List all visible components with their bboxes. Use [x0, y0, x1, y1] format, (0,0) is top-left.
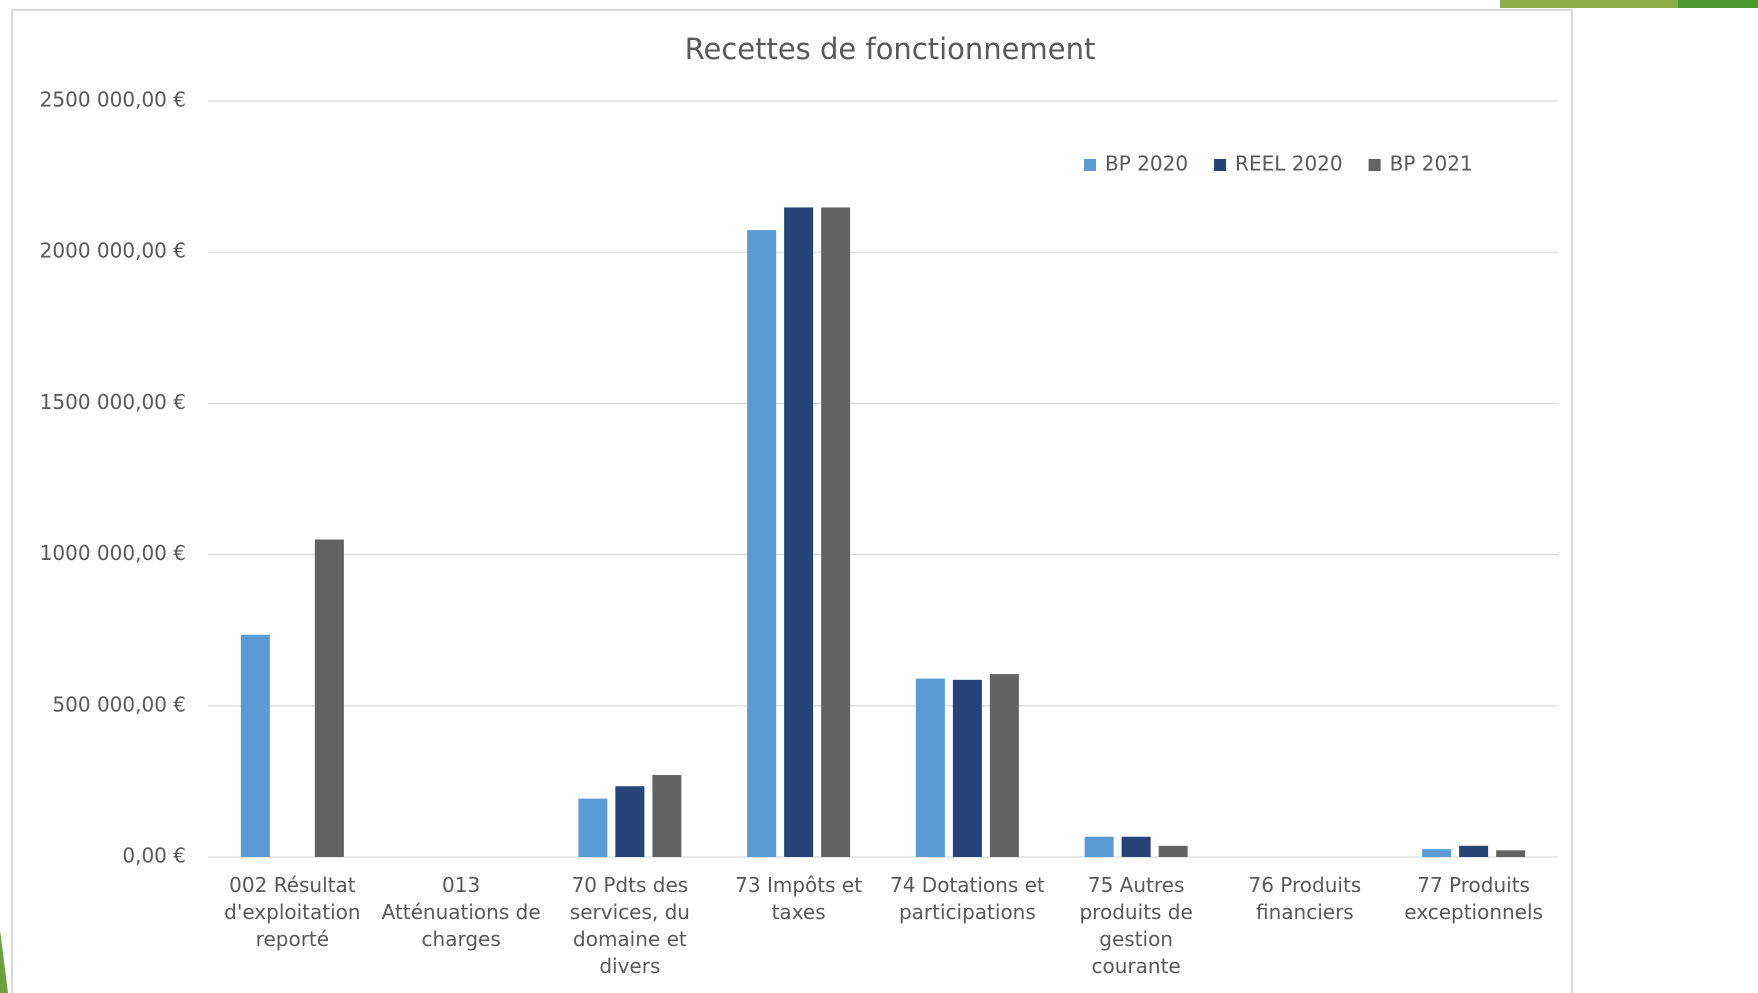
bar: [747, 230, 777, 857]
x-tick-label: 70 Pdts des services, du domaine et dive…: [569, 873, 690, 978]
y-tick-label: 2000 000,00 €: [40, 239, 186, 263]
bar: [784, 207, 814, 857]
bar: [314, 539, 344, 857]
decoration: [1678, 0, 1758, 8]
bar: [240, 634, 270, 857]
bar: [1084, 836, 1114, 857]
y-tick-label: 0,00 €: [122, 844, 186, 868]
legend-label: REEL 2020: [1235, 152, 1343, 176]
bar: [1459, 845, 1489, 857]
y-tick-label: 1000 000,00 €: [40, 541, 186, 565]
x-tick-label: 77 Produits exceptionnels: [1404, 873, 1543, 924]
legend-swatch: [1214, 159, 1227, 171]
bar: [821, 207, 851, 857]
legend-label: BP 2021: [1390, 152, 1473, 176]
x-tick-label: 76 Produits financiers: [1248, 873, 1362, 924]
y-tick-label: 500 000,00 €: [52, 692, 186, 716]
x-tick-label: 002 Résultat d'exploitation reporté: [224, 873, 361, 951]
y-tick-label: 2500 000,00 €: [40, 88, 186, 112]
bar: [652, 775, 682, 857]
bar: [1422, 849, 1452, 857]
bar: [578, 798, 608, 857]
bar: [1121, 836, 1151, 857]
bar: [615, 786, 645, 857]
bar: [1496, 850, 1526, 857]
x-tick-label: 74 Dotations et participations: [889, 873, 1045, 924]
bar: [952, 679, 982, 857]
x-tick-label: 73 Impôts et taxes: [735, 873, 863, 924]
chart-title: Recettes de fonctionnement: [685, 32, 1096, 66]
chart-frame: [11, 9, 1573, 993]
x-tick-label: 75 Autres produits de gestion courante: [1079, 873, 1193, 978]
legend-label: BP 2020: [1105, 152, 1188, 176]
bar: [1158, 845, 1188, 857]
x-tick-label: 013 Atténuations de charges: [381, 873, 541, 951]
y-tick-label: 1500 000,00 €: [40, 390, 186, 414]
legend-swatch: [1368, 159, 1381, 171]
bar: [989, 674, 1019, 857]
legend-swatch: [1084, 159, 1096, 171]
decoration: [0, 930, 8, 993]
bar: [915, 678, 945, 857]
